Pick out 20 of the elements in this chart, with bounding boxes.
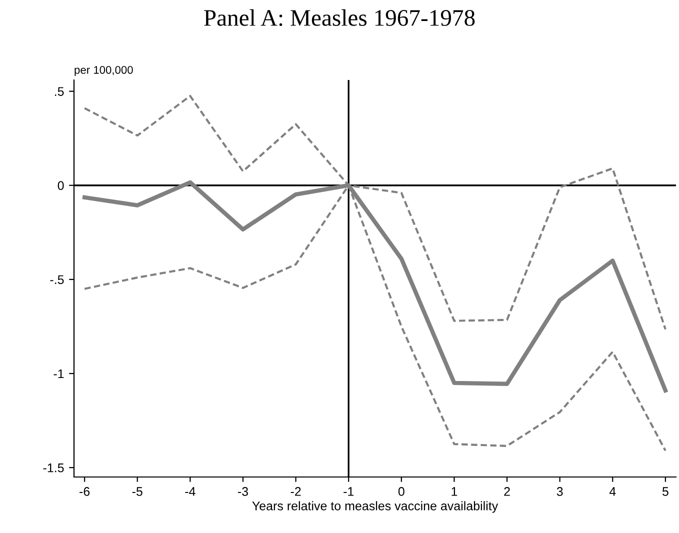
- x-tick-label: 3: [556, 487, 563, 496]
- y-tick-label: .5: [54, 87, 64, 96]
- x-tick-label: 4: [609, 487, 616, 496]
- x-tick-label: 2: [504, 487, 510, 496]
- x-axis-title: Years relative to measles vaccine availability: [252, 501, 498, 513]
- x-tick-label: 1: [452, 487, 458, 496]
- y-tick-label: -.5: [50, 275, 64, 284]
- y-axis-title: per 100,000: [74, 66, 133, 76]
- x-tick-label: -4: [185, 487, 196, 496]
- chart-title: Panel A: Measles 1967-1978: [204, 9, 475, 26]
- x-tick-label: 5: [662, 487, 668, 496]
- y-tick-label: -1: [54, 369, 64, 378]
- x-tick-label: -3: [238, 487, 248, 496]
- x-tick-label: -1: [344, 487, 354, 496]
- x-tick-label: -5: [132, 487, 142, 496]
- x-tick-label: 0: [398, 487, 404, 496]
- x-tick-label: -2: [290, 487, 301, 496]
- x-tick-label: -6: [80, 487, 90, 496]
- y-tick-label: 0: [58, 181, 64, 190]
- y-tick-label: -1.5: [43, 464, 64, 472]
